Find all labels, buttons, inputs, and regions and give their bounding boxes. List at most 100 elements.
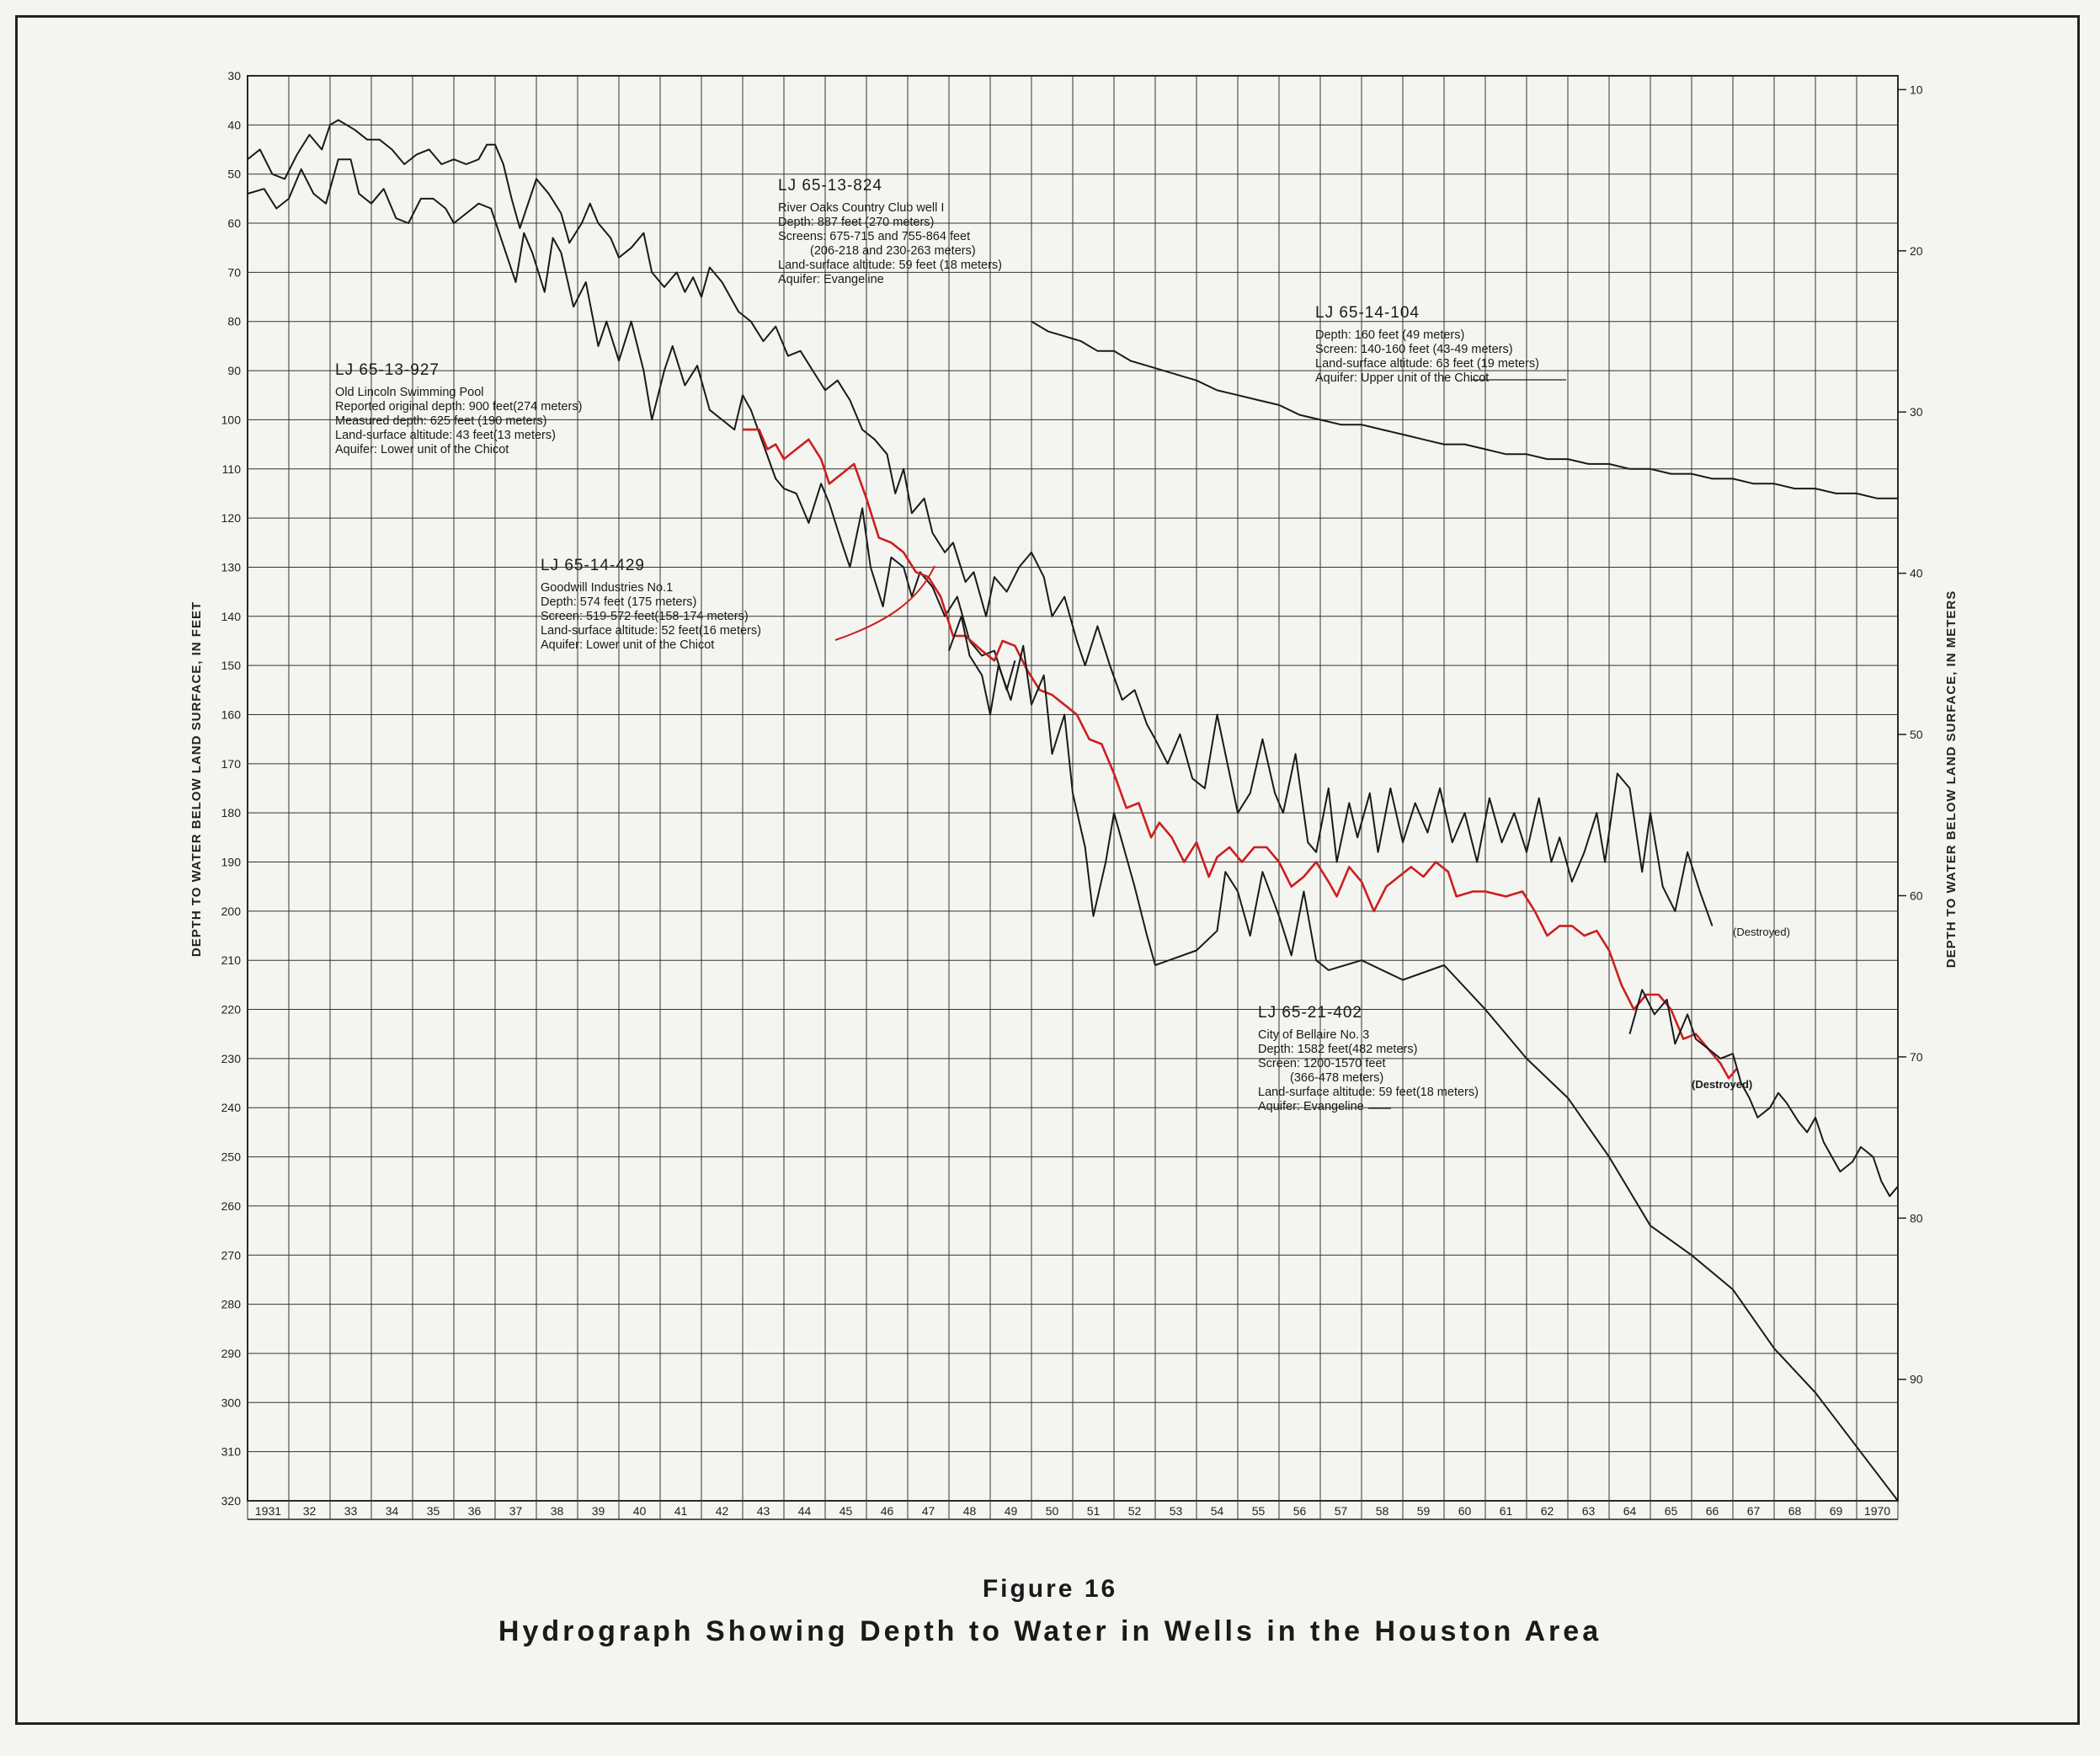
x-tick-label: 34 <box>386 1504 399 1518</box>
x-tick-label: 57 <box>1335 1504 1348 1518</box>
annotation-line: Goodwill Industries No.1 <box>541 581 673 595</box>
series-line-3 <box>743 428 1738 1080</box>
y-tick-label: 210 <box>221 953 242 967</box>
x-tick-label: 46 <box>881 1504 894 1518</box>
annotation-lj-927: LJ 65-13-927 Old Lincoln Swimming PoolRep… <box>335 361 582 456</box>
annotation-lj-429: LJ 65-14-429 Goodwill Industries No.1Dept… <box>541 557 761 652</box>
y-tick-label: 170 <box>221 757 242 771</box>
x-tick-label: 59 <box>1417 1504 1431 1518</box>
x-tick-label: 1931 <box>255 1504 281 1518</box>
x-tick-label: 64 <box>1623 1504 1637 1518</box>
leader-lj-429 <box>834 565 935 641</box>
annotation-line: City of Bellaire No. 3 <box>1258 1028 1369 1042</box>
x-tick-label: 68 <box>1788 1504 1802 1518</box>
annotation-line: Measured depth: 625 feet (190 meters) <box>335 414 546 428</box>
y-tick-label: 80 <box>227 315 241 328</box>
y-tick-label: 160 <box>221 707 242 721</box>
x-tick-label: 67 <box>1747 1504 1761 1518</box>
y-tick-label: 290 <box>221 1347 242 1360</box>
x-tick-label: 66 <box>1706 1504 1719 1518</box>
y2-tick-label: 60 <box>1910 889 1923 902</box>
x-tick-label: 43 <box>757 1504 770 1518</box>
x-tick-label: 52 <box>1128 1504 1142 1518</box>
annotation-line: Screens: 675-715 and 755-864 feet <box>778 230 970 243</box>
annotation-line: Land-surface altitude: 52 feet(16 meters… <box>541 624 761 638</box>
annotation-line: Old Lincoln Swimming Pool <box>335 386 484 399</box>
annotation-line: (366-478 meters) <box>1290 1071 1383 1085</box>
note-destroyed: (Destroyed) <box>1733 926 1790 938</box>
annotation-lj-104: LJ 65-14-104 Depth: 160 feet (49 meters)S… <box>1315 304 1539 385</box>
x-axis-ticks: 1931 32 33 34 35 36 37 38 39 40 41 42 43 44 45 46 47 48 49… <box>255 1504 1890 1518</box>
series-line-1 <box>247 119 1714 926</box>
annotation-lj-402: LJ 65-21-402 City of Bellaire No. 3Depth:… <box>1258 1004 1479 1113</box>
annotation-line: Land-surface altitude: 59 feet (18 meter… <box>778 259 1002 272</box>
x-tick-label: 45 <box>839 1504 853 1518</box>
x-tick-label: 65 <box>1665 1504 1678 1518</box>
note-group: (Destroyed) (Destroyed) <box>1692 926 1790 1091</box>
y2-tick-label: 20 <box>1910 244 1923 258</box>
x-tick-label: 69 <box>1830 1504 1843 1518</box>
annotation-line: Reported original depth: 900 feet(274 me… <box>335 400 582 414</box>
y-axis-left-ticks: 30 40 50 60 70 80 90 100 110 120 130 140 150 160 170 18… <box>221 69 242 1508</box>
annotation-heading: LJ 65-21-402 <box>1258 1004 1362 1022</box>
annotation-line: Screen: 1200-1570 feet <box>1258 1057 1386 1070</box>
annotation-line: Aquifer: Evangeline <box>778 273 884 286</box>
x-tick-label: 62 <box>1541 1504 1554 1518</box>
annotation-line: Depth: 887 feet (270 meters) <box>778 216 934 229</box>
annotation-line: Screen: 140-160 feet (43-49 meters) <box>1315 343 1513 356</box>
annotation-line: Depth: 160 feet (49 meters) <box>1315 328 1464 342</box>
figure-title: Hydrograph Showing Depth to Water in Wel… <box>498 1615 1602 1647</box>
annotation-line: Aquifer: Lower unit of the Chicot <box>541 638 714 652</box>
y-tick-label: 300 <box>221 1396 242 1409</box>
y-tick-label: 140 <box>221 610 242 623</box>
annotation-line: Depth: 1582 feet(482 meters) <box>1258 1043 1417 1056</box>
annotation-line: Aquifer: Evangeline <box>1258 1100 1364 1113</box>
x-tick-label: 39 <box>592 1504 605 1518</box>
x-tick-label: 56 <box>1293 1504 1307 1518</box>
y-axis-label: DEPTH TO WATER BELOW LAND SURFACE, IN FE… <box>189 601 204 957</box>
y-tick-label: 190 <box>221 856 242 869</box>
x-tick-label: 1970 <box>1864 1504 1890 1518</box>
x-tick-label: 33 <box>344 1504 358 1518</box>
y2-tick-label: 80 <box>1910 1211 1923 1225</box>
annotation-line: Land-surface altitude: 63 feet (19 meter… <box>1315 357 1539 371</box>
y-tick-label: 50 <box>227 168 241 181</box>
figure-number: Figure 16 <box>982 1575 1118 1603</box>
y-tick-label: 110 <box>222 462 242 476</box>
y-tick-label: 230 <box>221 1052 242 1065</box>
x-tick-label: 50 <box>1046 1504 1059 1518</box>
x-tick-label: 54 <box>1211 1504 1224 1518</box>
y-tick-label: 90 <box>227 364 241 377</box>
annotation-line: Depth: 574 feet (175 meters) <box>541 595 696 609</box>
x-tick-label: 58 <box>1376 1504 1389 1518</box>
x-tick-label: 40 <box>633 1504 647 1518</box>
y-tick-label: 30 <box>227 69 241 83</box>
y-tick-label: 150 <box>221 659 242 672</box>
x-tick-label: 53 <box>1170 1504 1183 1518</box>
y-tick-label: 270 <box>221 1248 242 1262</box>
y-tick-label: 260 <box>221 1199 242 1213</box>
x-tick-label: 49 <box>1005 1504 1018 1518</box>
chart-grid <box>247 75 1899 1520</box>
annotation-line: Aquifer: Upper unit of the Chicot <box>1315 371 1489 385</box>
x-tick-label: 32 <box>303 1504 317 1518</box>
annotation-line: Aquifer: Lower unit of the Chicot <box>335 443 509 456</box>
y-tick-label: 40 <box>227 118 241 131</box>
note-destroyed: (Destroyed) <box>1692 1078 1752 1091</box>
annotation-group: LJ 65-13-927 Old Lincoln Swimming PoolRep… <box>335 177 1566 1113</box>
x-tick-label: 61 <box>1500 1504 1513 1518</box>
series-group <box>247 119 1899 1502</box>
y-tick-label: 200 <box>221 905 242 918</box>
y2-tick-label: 70 <box>1910 1050 1923 1064</box>
series-line-4 <box>948 615 1899 1502</box>
x-tick-label: 55 <box>1252 1504 1266 1518</box>
x-tick-label: 36 <box>468 1504 482 1518</box>
annotation-leaders <box>834 379 1566 1109</box>
y2-axis-label: DEPTH TO WATER BELOW LAND SURFACE, IN ME… <box>1944 590 1959 968</box>
y-tick-label: 280 <box>221 1298 242 1311</box>
y-tick-label: 180 <box>221 806 242 819</box>
y-tick-label: 250 <box>221 1150 242 1164</box>
annotation-heading: LJ 65-14-429 <box>541 557 645 574</box>
x-tick-label: 42 <box>716 1504 729 1518</box>
